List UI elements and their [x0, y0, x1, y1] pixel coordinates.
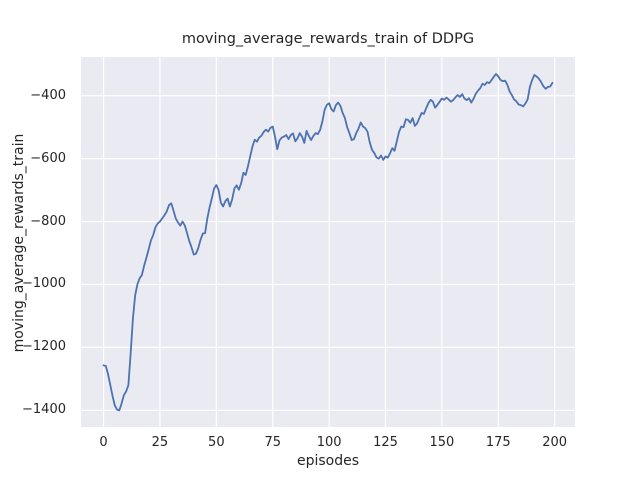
x-axis-label: episodes: [296, 453, 360, 469]
x-tick-label: 175: [485, 435, 511, 450]
x-tick-label: 50: [208, 435, 225, 450]
y-tick-label: −1400: [22, 402, 66, 418]
y-tick-label: −400: [30, 87, 66, 103]
chart-title: moving_average_rewards_train of DDPG: [181, 31, 475, 47]
x-tick-label: 200: [542, 435, 568, 450]
y-tick-label: −600: [30, 150, 66, 166]
x-tick-label: 25: [151, 435, 169, 450]
y-tick-label: −800: [30, 213, 66, 229]
y-tick-label: −1000: [22, 276, 66, 292]
x-tick-label: 125: [373, 435, 398, 450]
y-tick-label: −1200: [22, 339, 66, 355]
data-line-series: [102, 73, 554, 412]
x-tick-label: 0: [99, 435, 108, 450]
x-tick-label: 150: [429, 435, 455, 450]
x-tick-label: 100: [316, 435, 342, 450]
plot-background: [81, 57, 575, 427]
x-tick-label: 75: [264, 435, 281, 450]
